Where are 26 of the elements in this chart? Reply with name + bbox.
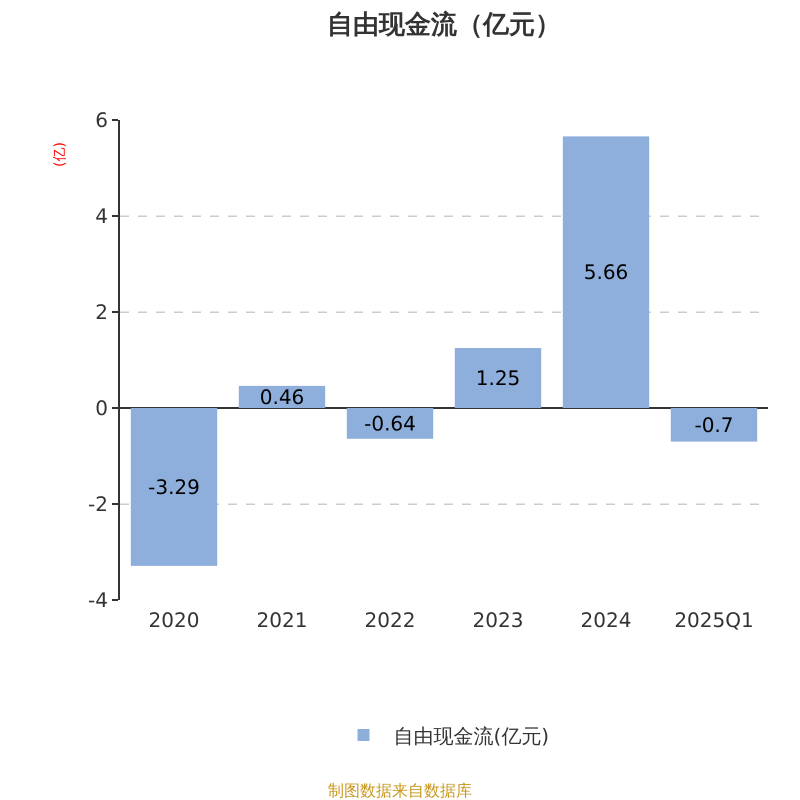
legend-label: 自由现金流(亿元)	[394, 724, 550, 748]
x-tick-label: 2021	[256, 608, 308, 632]
data-label: 0.46	[260, 384, 304, 409]
x-tick-label: 2020	[148, 608, 200, 632]
x-tick-label: 2023	[472, 608, 524, 632]
y-tick-label: -4	[88, 588, 108, 612]
chart-title: 自由现金流（亿元）	[327, 10, 561, 40]
bar	[130, 408, 218, 566]
data-label: 5.66	[584, 260, 628, 284]
y-tick-label: -2	[88, 492, 108, 516]
x-tick-label: 2024	[580, 608, 632, 632]
bar	[454, 348, 542, 408]
y-tick-label: 6	[95, 108, 108, 132]
y-tick-label: 4	[95, 204, 108, 228]
bar	[670, 408, 758, 442]
x-tick-label: 2022	[364, 608, 416, 632]
y-axis-title: (亿)	[52, 142, 68, 167]
data-label: 1.25	[476, 366, 520, 390]
data-label: -0.7	[694, 412, 734, 437]
text: 制图数据来自数据库	[328, 781, 472, 800]
x-tick-label: 2025Q1	[674, 608, 754, 632]
data-label: -3.29	[148, 474, 200, 499]
data-label: -0.64	[364, 411, 416, 436]
bar	[562, 136, 650, 408]
y-tick-label: 2	[95, 300, 108, 324]
y-tick-label: 0	[95, 396, 108, 420]
